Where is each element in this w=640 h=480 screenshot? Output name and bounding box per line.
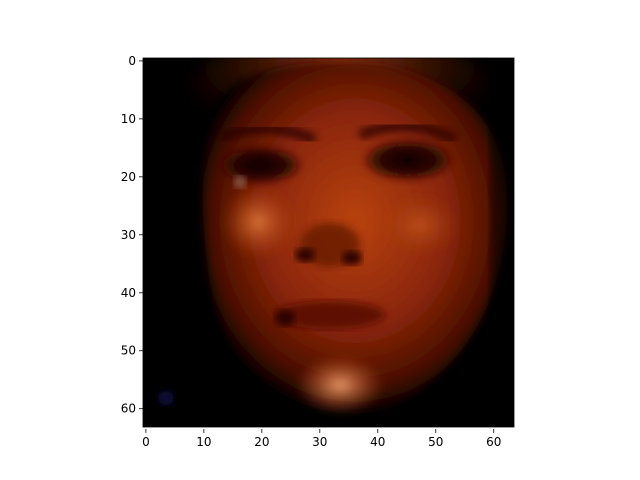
- nostril-right: [342, 251, 362, 265]
- x-tick-label: 60: [486, 435, 501, 449]
- x-tick-label: 10: [196, 435, 211, 449]
- x-tick-label: 40: [370, 435, 385, 449]
- y-tick-label: 20: [121, 170, 136, 184]
- left-eye: [215, 145, 305, 185]
- right-shadow: [490, 58, 514, 427]
- x-axis-ticks: 0 10 20 30 40 50 60: [142, 429, 501, 449]
- blue-artifact: [158, 391, 174, 405]
- cheek-highlight: [234, 176, 246, 188]
- mouth: [275, 301, 385, 329]
- y-tick-label: 60: [121, 402, 136, 416]
- x-tick-label: 30: [312, 435, 327, 449]
- face-image: [143, 58, 514, 427]
- nostril-left: [295, 248, 315, 262]
- x-tick-label: 20: [254, 435, 269, 449]
- y-tick-label: 40: [121, 286, 136, 300]
- chin: [295, 355, 385, 415]
- y-axis-ticks: 0 10 20 30 40 50 60: [121, 54, 143, 416]
- mouth-corner-left: [275, 310, 295, 326]
- left-brow: [217, 123, 318, 145]
- y-tick-label: 0: [128, 54, 136, 68]
- right-eye: [360, 138, 456, 182]
- axes-frame: [142, 57, 515, 428]
- x-tick-label: 0: [142, 435, 150, 449]
- right-cheek: [380, 193, 460, 257]
- y-tick-label: 50: [121, 344, 136, 358]
- left-cheek: [220, 184, 296, 260]
- y-tick-label: 30: [121, 228, 136, 242]
- y-tick-label: 10: [121, 112, 136, 126]
- right-brow: [358, 121, 458, 145]
- x-tick-label: 50: [428, 435, 443, 449]
